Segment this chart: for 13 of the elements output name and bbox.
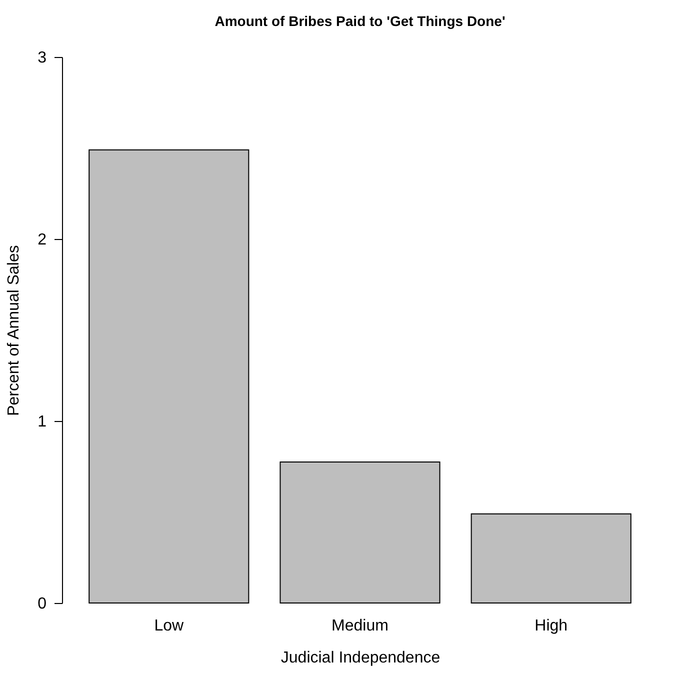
y-tick-label: 3: [38, 50, 47, 66]
y-tick-label: 1: [38, 414, 47, 430]
x-tick-label: Medium: [332, 618, 388, 634]
x-axis-title: Judicial Independence: [280, 650, 440, 666]
bar: [88, 149, 250, 604]
bar: [470, 513, 632, 604]
x-tick-label: High: [534, 618, 568, 634]
y-tick-label: 0: [38, 596, 47, 612]
x-tick-label: Low: [154, 618, 184, 634]
chart-title: Amount of Bribes Paid to 'Get Things Done': [214, 13, 506, 29]
y-axis-title: Percent of Annual Sales: [6, 245, 23, 416]
bar: [280, 461, 440, 604]
y-tick-label: 2: [38, 232, 47, 248]
